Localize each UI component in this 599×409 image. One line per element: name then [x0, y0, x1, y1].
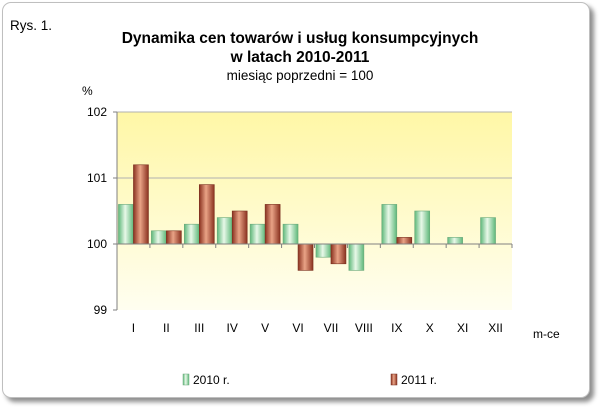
bar-2010-II	[151, 230, 167, 245]
bar-2010-VIII	[348, 243, 365, 271]
y-tick-label: 99	[94, 303, 108, 317]
bars	[118, 164, 496, 271]
legend-swatch-2011	[390, 373, 398, 386]
y-tick-label: 101	[87, 171, 107, 185]
bar-2011-VII	[330, 243, 347, 265]
y-tick-label: 102	[87, 105, 107, 119]
axes	[113, 111, 513, 311]
legend-swatch-2010	[182, 373, 190, 386]
bar-2011-VI	[297, 243, 314, 271]
x-tick-label: X	[426, 321, 434, 335]
bar-2011-IV	[231, 210, 248, 245]
legend-label-2011: 2011 r.	[401, 373, 437, 387]
y-axis-label: %	[82, 84, 93, 98]
bar-2010-XI	[447, 237, 463, 245]
figure-label: Rys. 1.	[10, 18, 52, 33]
bar-2010-X	[414, 210, 431, 245]
legend-label-2010: 2010 r.	[193, 373, 230, 387]
bar-2011-III	[198, 184, 215, 245]
chart-subtitle: miesiąc poprzedni = 100	[227, 68, 374, 83]
x-tick-label: IX	[391, 321, 402, 335]
x-tick-label: VIII	[355, 321, 373, 335]
chart-title-line2: w latach 2010-2011	[230, 49, 370, 66]
y-tick-label: 100	[87, 237, 107, 251]
x-axis-label: m-ce	[533, 327, 560, 341]
bar-2010-V	[249, 223, 266, 245]
bar-2010-I	[118, 204, 134, 245]
chart-title-line1: Dynamika cen towarów i usług konsumpcyjn…	[122, 30, 479, 47]
x-tick-label: V	[261, 321, 269, 335]
bar-2010-VI	[282, 223, 299, 245]
bar-2010-VII	[315, 243, 332, 258]
x-tick-label: I	[132, 321, 135, 335]
bar-2011-IX	[396, 237, 413, 245]
bar-2010-IV	[216, 217, 233, 245]
grid-lines	[117, 111, 512, 179]
bar-2010-IX	[381, 204, 398, 245]
x-tick-label: VI	[292, 321, 303, 335]
bar-2010-XII	[480, 217, 496, 245]
bar-2011-I	[133, 164, 149, 245]
x-tick-label: IV	[227, 321, 238, 335]
bar-2011-V	[264, 204, 281, 245]
x-tick-label: XII	[488, 321, 503, 335]
x-tick-label: III	[194, 321, 204, 335]
legend: 2010 r. 2011 r.	[182, 373, 437, 387]
x-tick-label: VII	[324, 321, 339, 335]
x-tick-label: II	[163, 321, 170, 335]
plot-area	[117, 112, 512, 310]
x-tick-label: XI	[457, 321, 468, 335]
bar-2011-II	[166, 230, 182, 245]
bar-2010-III	[183, 223, 200, 245]
